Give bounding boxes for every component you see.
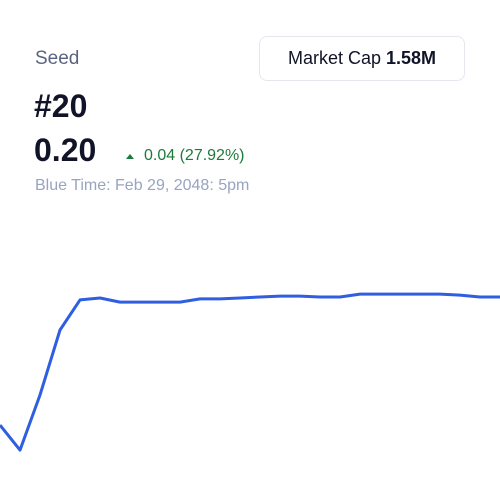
asset-label: Seed [35, 48, 80, 69]
chart [0, 292, 500, 452]
market-cap-label: Market Cap [287, 48, 381, 68]
up-arrow [126, 154, 134, 159]
price: 0.20 [34, 132, 97, 168]
market-cap-box[interactable]: Market Cap 1.58M [259, 36, 465, 81]
market-cap-value: 1.58M [386, 48, 437, 68]
price-change: 0.04 (27.92%) [144, 147, 245, 164]
price-line [0, 292, 500, 452]
timestamp: Blue Time: Feb 29, 2048: 5pm [35, 177, 250, 194]
rank: #20 [34, 88, 88, 124]
